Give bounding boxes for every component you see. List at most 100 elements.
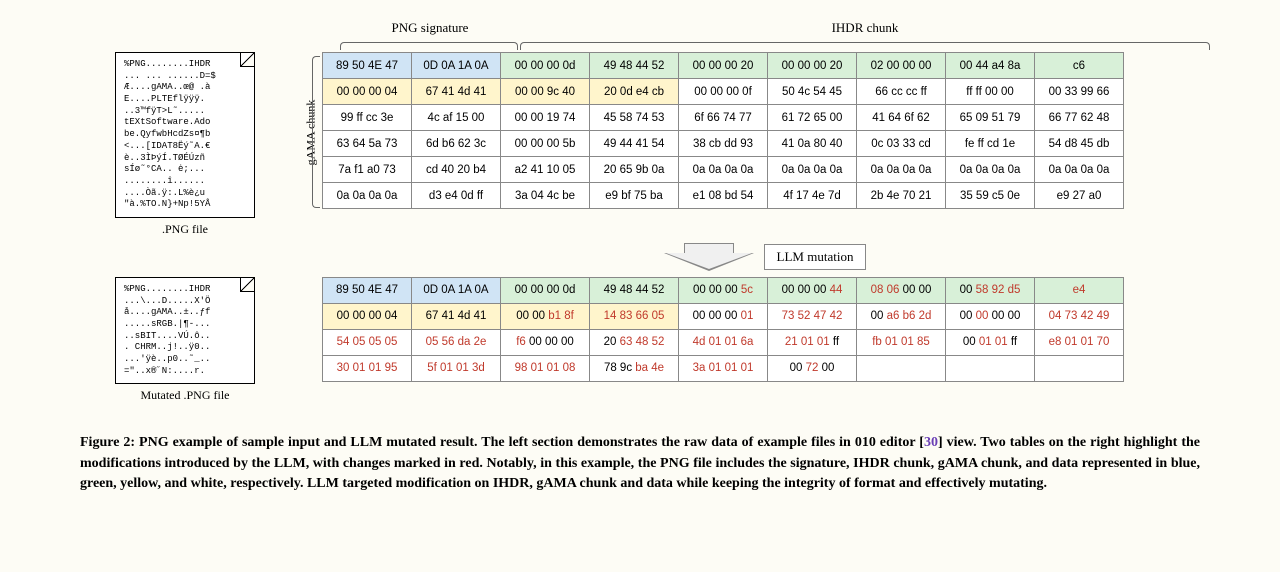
hex-cell: 00 00 00 0d <box>501 53 590 79</box>
label-llm-mutation: LLM mutation <box>764 244 867 270</box>
hex-cell: 14 83 66 05 <box>590 303 679 329</box>
hex-cell: 0c 03 33 cd <box>857 131 946 157</box>
hex-cell: 00 00 00 20 <box>679 53 768 79</box>
hex-cell: 49 48 44 52 <box>590 53 679 79</box>
hex-cell: 4f 17 4e 7d <box>768 183 857 209</box>
hex-cell: e9 bf 75 ba <box>590 183 679 209</box>
hex-cell: 00 00 00 44 <box>768 277 857 303</box>
hex-cell: e4 <box>1035 277 1124 303</box>
hex-cell: 00 00 00 04 <box>323 79 412 105</box>
label-png-signature: PNG signature <box>340 20 520 36</box>
hex-cell: 00 00 00 5c <box>679 277 768 303</box>
hex-cell <box>857 355 946 381</box>
hex-cell: 38 cb dd 93 <box>679 131 768 157</box>
hex-cell: 20 0d e4 cb <box>590 79 679 105</box>
hex-cell: 21 01 01 ff <box>768 329 857 355</box>
hex-cell: 99 ff cc 3e <box>323 105 412 131</box>
brace-ihdr <box>520 42 1210 50</box>
hex-cell: fb 01 01 85 <box>857 329 946 355</box>
hex-cell: 05 56 da 2e <box>412 329 501 355</box>
hex-cell: 00 01 01 ff <box>946 329 1035 355</box>
hex-cell: 4c af 15 00 <box>412 105 501 131</box>
hex-cell: 6f 66 74 77 <box>679 105 768 131</box>
hex-cell: 00 00 00 04 <box>323 303 412 329</box>
hex-cell: 66 77 62 48 <box>1035 105 1124 131</box>
hex-cell: 00 00 00 20 <box>768 53 857 79</box>
hex-cell: 35 59 c5 0e <box>946 183 1035 209</box>
hex-cell: 00 00 00 5b <box>501 131 590 157</box>
hex-cell <box>946 355 1035 381</box>
hex-cell: e1 08 bd 54 <box>679 183 768 209</box>
brace-gama <box>312 56 320 208</box>
hex-cell: e8 01 01 70 <box>1035 329 1124 355</box>
hex-cell: 50 4c 54 45 <box>768 79 857 105</box>
hex-cell: 08 06 00 00 <box>857 277 946 303</box>
hex-cell: 20 63 48 52 <box>590 329 679 355</box>
hex-cell: 00 00 00 00 <box>946 303 1035 329</box>
figure-caption: Figure 2: PNG example of sample input an… <box>70 433 1210 494</box>
hex-cell: 00 58 92 d5 <box>946 277 1035 303</box>
hex-cell: 00 00 19 74 <box>501 105 590 131</box>
hex-cell: 0a 0a 0a 0a <box>857 157 946 183</box>
hex-cell: 41 64 6f 62 <box>857 105 946 131</box>
hex-cell: f6 00 00 00 <box>501 329 590 355</box>
hex-cell: 0a 0a 0a 0a <box>679 157 768 183</box>
hex-cell: 0a 0a 0a 0a <box>323 183 412 209</box>
hex-cell: 65 09 51 79 <box>946 105 1035 131</box>
hex-cell: d3 e4 0d ff <box>412 183 501 209</box>
hex-cell: 73 52 47 42 <box>768 303 857 329</box>
hex-cell: 00 00 00 01 <box>679 303 768 329</box>
hex-cell: 41 0a 80 40 <box>768 131 857 157</box>
hex-cell: 54 d8 45 db <box>1035 131 1124 157</box>
hex-cell: 89 50 4E 47 <box>323 53 412 79</box>
hex-cell: 63 64 5a 73 <box>323 131 412 157</box>
hex-cell: 00 00 00 0d <box>501 277 590 303</box>
hex-cell: 0a 0a 0a 0a <box>768 157 857 183</box>
label-mutated-file: Mutated .PNG file <box>141 388 230 403</box>
file-box-mutated: %PNG........IHDR ...\...D.....X'Ö å....g… <box>115 277 255 385</box>
hex-cell: 00 44 a4 8a <box>946 53 1035 79</box>
hex-cell: e9 27 a0 <box>1035 183 1124 209</box>
hex-cell: 5f 01 01 3d <box>412 355 501 381</box>
hex-cell: 3a 04 4c be <box>501 183 590 209</box>
hex-cell: 6d b6 62 3c <box>412 131 501 157</box>
hex-cell: a2 41 10 05 <box>501 157 590 183</box>
hex-cell: 00 a6 b6 2d <box>857 303 946 329</box>
arrow-down-icon <box>664 243 754 271</box>
hex-cell: 49 48 44 52 <box>590 277 679 303</box>
hex-cell: 00 00 00 0f <box>679 79 768 105</box>
hex-cell: 4d 01 01 6a <box>679 329 768 355</box>
hex-cell: 00 33 99 66 <box>1035 79 1124 105</box>
hex-cell: 04 73 42 49 <box>1035 303 1124 329</box>
hex-cell: 00 00 9c 40 <box>501 79 590 105</box>
hex-cell: 0a 0a 0a 0a <box>946 157 1035 183</box>
hex-table-mutated: 89 50 4E 470D 0A 1A 0A00 00 00 0d49 48 4… <box>322 277 1124 382</box>
hex-cell: 7a f1 a0 73 <box>323 157 412 183</box>
hex-cell: 61 72 65 00 <box>768 105 857 131</box>
hex-cell: 54 05 05 05 <box>323 329 412 355</box>
label-ihdr-chunk: IHDR chunk <box>520 20 1210 36</box>
hex-table-original: 89 50 4E 470D 0A 1A 0A00 00 00 0d49 48 4… <box>322 52 1124 209</box>
hex-cell: ff ff 00 00 <box>946 79 1035 105</box>
hex-cell: 78 9c ba 4e <box>590 355 679 381</box>
hex-cell: 67 41 4d 41 <box>412 79 501 105</box>
hex-cell: cd 40 20 b4 <box>412 157 501 183</box>
hex-cell: 89 50 4E 47 <box>323 277 412 303</box>
hex-cell: 30 01 01 95 <box>323 355 412 381</box>
hex-cell: 66 cc cc ff <box>857 79 946 105</box>
hex-cell: 02 00 00 00 <box>857 53 946 79</box>
hex-cell: c6 <box>1035 53 1124 79</box>
hex-cell: 0a 0a 0a 0a <box>1035 157 1124 183</box>
hex-cell: 00 00 b1 8f <box>501 303 590 329</box>
file-box-original: %PNG........IHDR ... ... ......D=$ Æ....… <box>115 52 255 218</box>
label-png-file: .PNG file <box>162 222 208 237</box>
hex-cell: 20 65 9b 0a <box>590 157 679 183</box>
hex-cell: 67 41 4d 41 <box>412 303 501 329</box>
hex-cell: 2b 4e 70 21 <box>857 183 946 209</box>
hex-cell: fe ff cd 1e <box>946 131 1035 157</box>
brace-signature <box>340 42 518 50</box>
hex-cell: 00 72 00 <box>768 355 857 381</box>
citation-ref: 30 <box>924 435 938 450</box>
hex-cell: 98 01 01 08 <box>501 355 590 381</box>
hex-cell: 0D 0A 1A 0A <box>412 277 501 303</box>
